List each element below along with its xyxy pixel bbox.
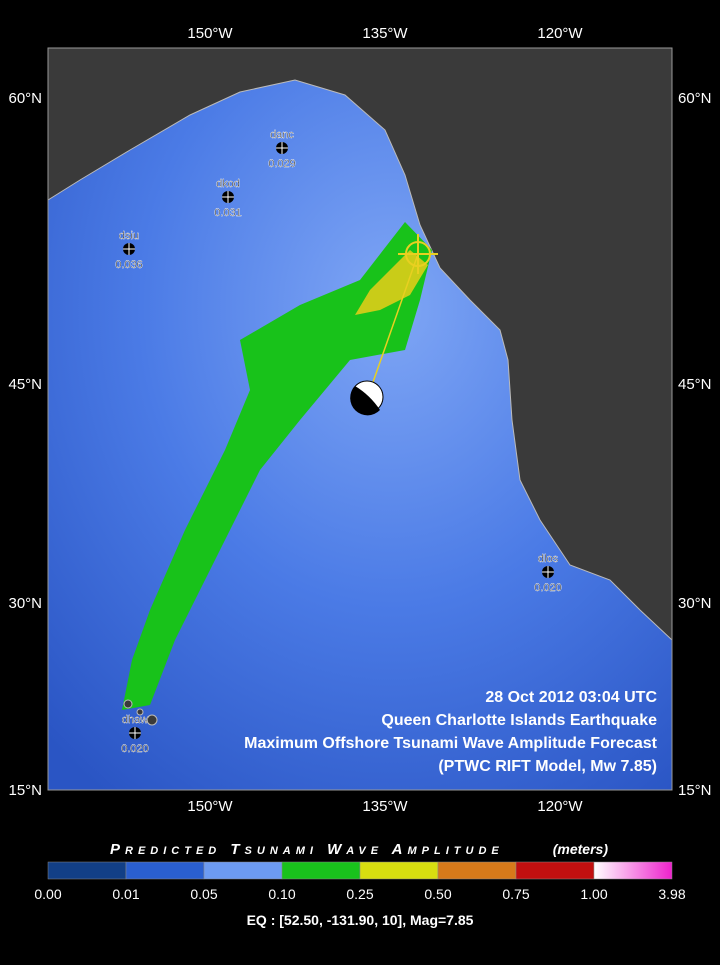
station-value: 0.020 — [534, 582, 562, 594]
lon-label: 135°W — [362, 25, 408, 42]
station-value: 0.031 — [214, 207, 242, 219]
colorbar-bin — [359, 861, 439, 880]
colorbar-bin — [437, 861, 517, 880]
lon-label: 120°W — [537, 798, 583, 815]
colorbar-tick: 0.00 — [34, 886, 61, 902]
hawaii — [123, 699, 158, 726]
labels: 150°W 150°W 135°W 135°W 120°W 120°W 60°N 60°N 45… — [8, 25, 711, 928]
caption-line: Maximum Offshore Tsunami Wave Amplitude … — [244, 735, 657, 752]
lat-label: 60°N — [8, 90, 42, 107]
frame — [47, 47, 673, 791]
lat-label: 15°N — [678, 782, 712, 799]
legend-units: (meters) — [553, 841, 609, 857]
map — [47, 47, 673, 790]
plume-core — [355, 250, 428, 315]
station-id: dsiu — [119, 230, 139, 242]
colorbar-bin — [203, 861, 283, 880]
colorbar-bin — [47, 861, 127, 880]
colorbar-tick: 0.50 — [424, 886, 451, 902]
colorbar-tick: 0.75 — [502, 886, 529, 902]
station-id: dkod — [216, 178, 240, 190]
legend-title: Predicted Tsunami Wave Amplitude — [110, 841, 504, 858]
station-id: danc — [270, 129, 294, 141]
lon-label: 150°W — [187, 798, 233, 815]
footer: EQ : [52.50, -131.90, 10], Mag=7.85 — [247, 912, 474, 928]
beachball — [350, 380, 384, 416]
lat-label: 45°N — [8, 376, 42, 393]
colorbar-bin — [281, 861, 361, 880]
colorbar-tick: 3.98 — [658, 886, 685, 902]
station-value: 0.036 — [115, 259, 143, 271]
colorbar-bin — [515, 861, 595, 880]
colorbar-bin — [593, 861, 673, 880]
caption-line: 28 Oct 2012 03:04 UTC — [485, 689, 657, 706]
epicenter — [371, 234, 438, 386]
colorbar-tick: 0.25 — [346, 886, 373, 902]
lon-label: 135°W — [362, 798, 408, 815]
colorbar-tick: 0.10 — [268, 886, 295, 902]
lat-label: 30°N — [678, 595, 712, 612]
caption-line: Queen Charlotte Islands Earthquake — [381, 712, 657, 729]
colorbar-tick: 1.00 — [580, 886, 607, 902]
colorbar-tick: 0.01 — [112, 886, 139, 902]
station-id: dlos — [538, 553, 559, 565]
colorbar-tick: 0.05 — [190, 886, 217, 902]
lat-label: 45°N — [678, 376, 712, 393]
plume — [122, 222, 432, 710]
lon-label: 150°W — [187, 25, 233, 42]
colorbar-bin — [125, 861, 205, 880]
lon-label: 120°W — [537, 25, 583, 42]
station-id: dhaw — [122, 714, 148, 726]
lat-label: 30°N — [8, 595, 42, 612]
lat-label: 60°N — [678, 90, 712, 107]
station-value: 0.020 — [121, 743, 149, 755]
caption-line: (PTWC RIFT Model, Mw 7.85) — [438, 758, 657, 775]
lat-label: 15°N — [8, 782, 42, 799]
land — [47, 47, 673, 642]
station-value: 0.029 — [268, 158, 296, 170]
